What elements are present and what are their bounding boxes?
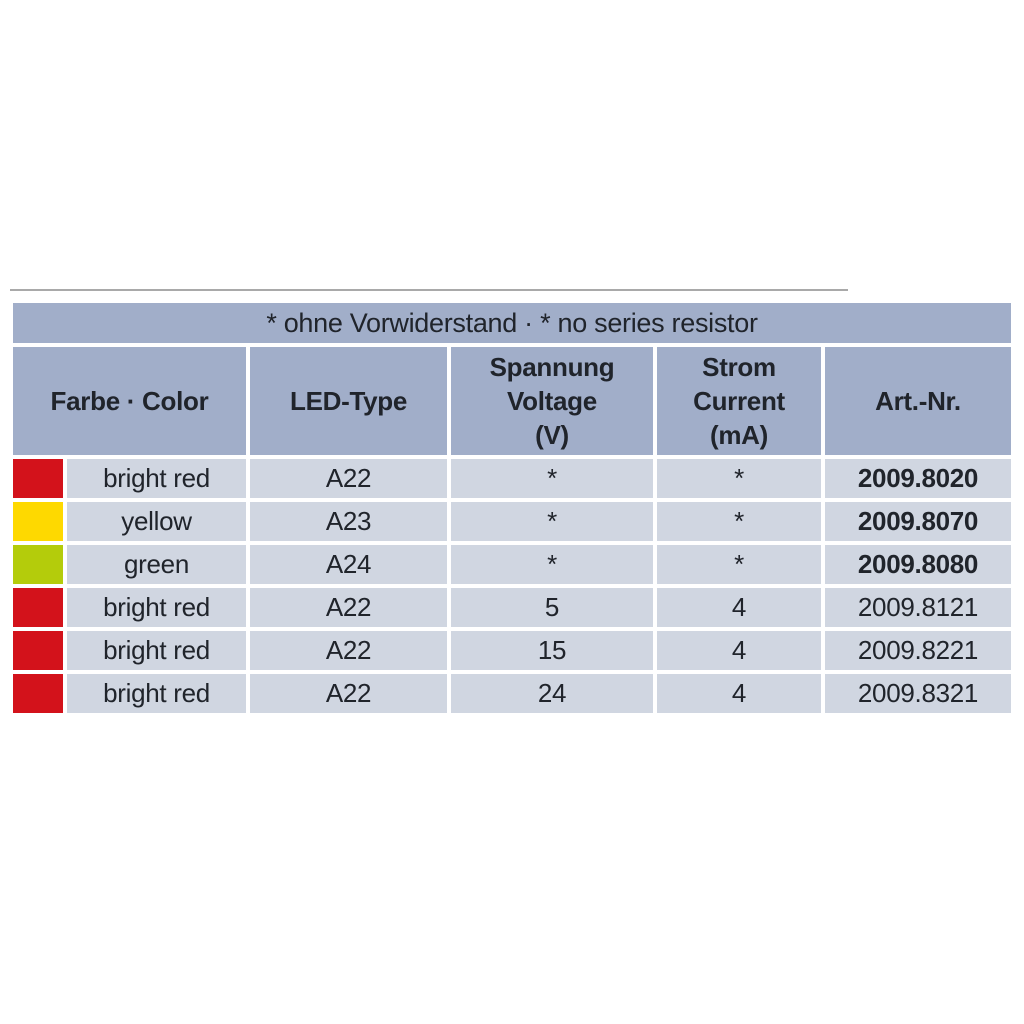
cell-led-type: A22 <box>250 588 447 627</box>
cell-current: * <box>657 502 821 541</box>
cell-art-nr: 2009.8080 <box>825 545 1011 584</box>
cell-led-type: A22 <box>250 459 447 498</box>
table-row: bright red A22 5 4 2009.8121 <box>13 588 1011 627</box>
cell-current: 4 <box>657 588 821 627</box>
cell-art-nr: 2009.8070 <box>825 502 1011 541</box>
cell-color-name: bright red <box>67 459 246 498</box>
cell-voltage: * <box>451 502 653 541</box>
color-swatch <box>13 459 63 498</box>
cell-color-name: bright red <box>67 588 246 627</box>
col-header-led-type: LED-Type <box>250 347 447 455</box>
color-swatch <box>13 588 63 627</box>
cell-color-name: green <box>67 545 246 584</box>
col-header-current: Strom Current (mA) <box>657 347 821 455</box>
cell-voltage: 24 <box>451 674 653 713</box>
cell-current: * <box>657 459 821 498</box>
cell-current: 4 <box>657 631 821 670</box>
table-row: bright red A22 15 4 2009.8221 <box>13 631 1011 670</box>
table-row: bright red A22 * * 2009.8020 <box>13 459 1011 498</box>
divider-line <box>10 289 848 291</box>
cell-art-nr: 2009.8020 <box>825 459 1011 498</box>
col-header-voltage: Spannung Voltage (V) <box>451 347 653 455</box>
table-title: * ohne Vorwiderstand · * no series resis… <box>13 303 1011 343</box>
table-header-row: Farbe · Color LED-Type Spannung Voltage … <box>13 347 1011 455</box>
cell-voltage: * <box>451 545 653 584</box>
cell-voltage: 15 <box>451 631 653 670</box>
cell-color-name: yellow <box>67 502 246 541</box>
led-spec-table: * ohne Vorwiderstand · * no series resis… <box>13 303 1011 713</box>
color-swatch <box>13 631 63 670</box>
cell-voltage: 5 <box>451 588 653 627</box>
color-swatch <box>13 545 63 584</box>
cell-led-type: A24 <box>250 545 447 584</box>
col-header-farbe-color: Farbe · Color <box>13 347 246 455</box>
cell-art-nr: 2009.8321 <box>825 674 1011 713</box>
table-row: green A24 * * 2009.8080 <box>13 545 1011 584</box>
cell-art-nr: 2009.8121 <box>825 588 1011 627</box>
cell-current: 4 <box>657 674 821 713</box>
cell-led-type: A22 <box>250 631 447 670</box>
col-header-art-nr: Art.-Nr. <box>825 347 1011 455</box>
table-row: bright red A22 24 4 2009.8321 <box>13 674 1011 713</box>
cell-led-type: A22 <box>250 674 447 713</box>
cell-color-name: bright red <box>67 674 246 713</box>
cell-voltage: * <box>451 459 653 498</box>
cell-current: * <box>657 545 821 584</box>
color-swatch <box>13 502 63 541</box>
color-swatch <box>13 674 63 713</box>
cell-art-nr: 2009.8221 <box>825 631 1011 670</box>
cell-led-type: A23 <box>250 502 447 541</box>
table-row: yellow A23 * * 2009.8070 <box>13 502 1011 541</box>
cell-color-name: bright red <box>67 631 246 670</box>
